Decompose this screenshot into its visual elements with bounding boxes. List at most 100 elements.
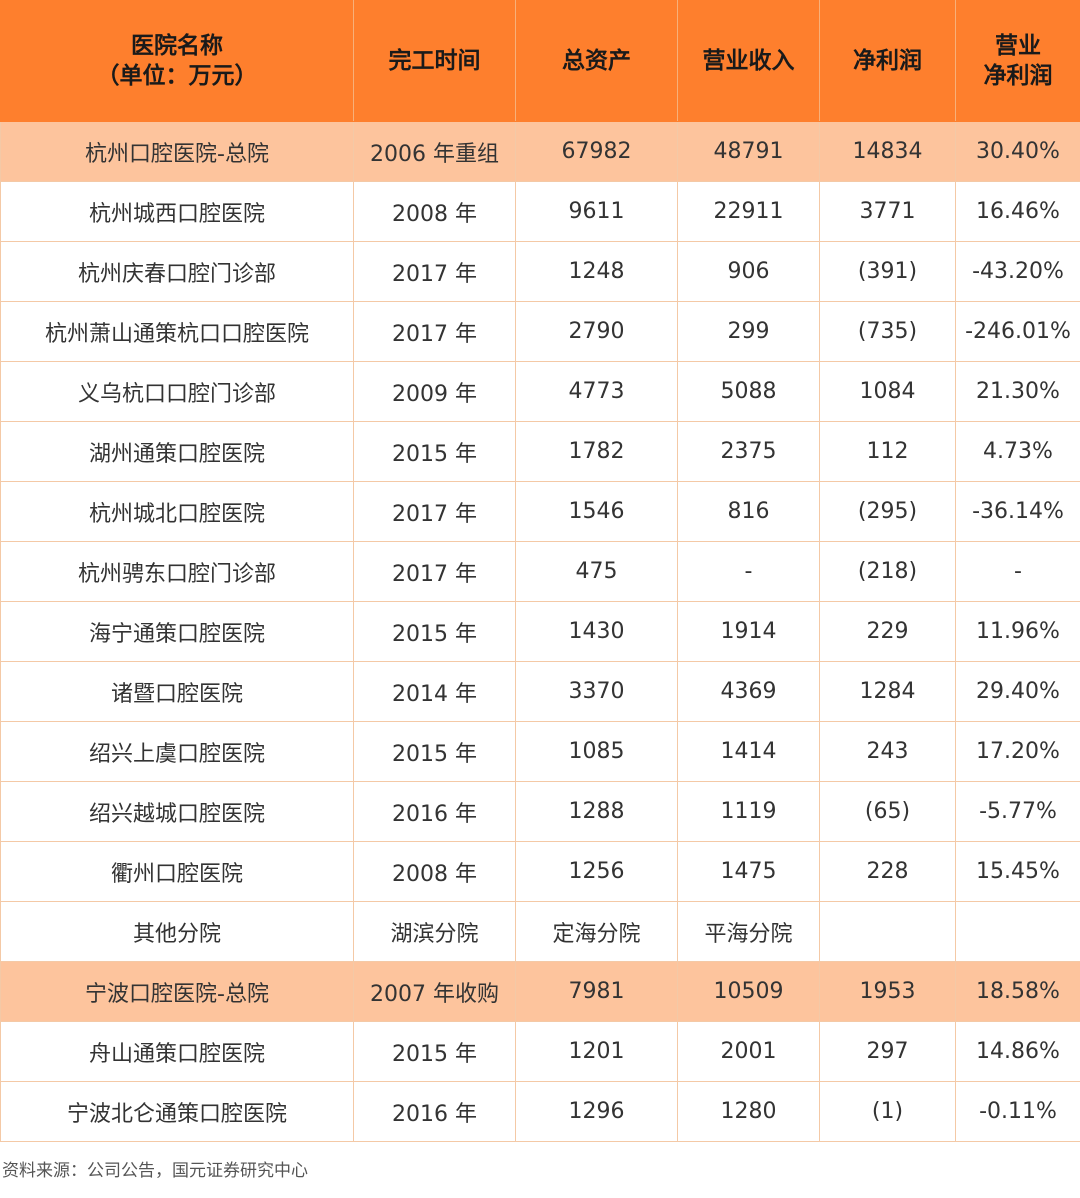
cell-total-assets: 2790	[515, 301, 678, 362]
cell-completion-time: 2007 年收购	[353, 961, 516, 1022]
table-row: 衢州口腔医院 2008 年 1256 1475 228 15.45%	[0, 841, 1080, 902]
cell-total-assets: 1430	[515, 601, 678, 662]
cell-completion-time: 2016 年	[353, 1081, 516, 1142]
table-row: 杭州庆春口腔门诊部 2017 年 1248 906 (391) -43.20%	[0, 241, 1080, 302]
cell-revenue: 1475	[677, 841, 820, 902]
cell-net-profit: (295)	[819, 481, 956, 542]
cell-net-margin: 16.46%	[955, 181, 1080, 242]
cell-total-assets: 1546	[515, 481, 678, 542]
cell-net-margin: 15.45%	[955, 841, 1080, 902]
cell-revenue: 10509	[677, 961, 820, 1022]
cell-hospital-name: 杭州骋东口腔门诊部	[0, 541, 354, 602]
cell-hospital-name: 杭州城北口腔医院	[0, 481, 354, 542]
table-row: 绍兴越城口腔医院 2016 年 1288 1119 (65) -5.77%	[0, 781, 1080, 842]
cell-total-assets: 3370	[515, 661, 678, 722]
cell-total-assets: 7981	[515, 961, 678, 1022]
table-row: 诸暨口腔医院 2014 年 3370 4369 1284 29.40%	[0, 661, 1080, 722]
cell-net-margin	[955, 901, 1080, 962]
cell-completion-time: 2009 年	[353, 361, 516, 422]
cell-net-margin: -0.11%	[955, 1081, 1080, 1142]
header-hospital-name: 医院名称 （单位：万元）	[0, 0, 354, 122]
table-row: 杭州城北口腔医院 2017 年 1546 816 (295) -36.14%	[0, 481, 1080, 542]
cell-completion-time: 2017 年	[353, 481, 516, 542]
cell-net-profit: 1953	[819, 961, 956, 1022]
cell-net-margin: 11.96%	[955, 601, 1080, 662]
table-row: 海宁通策口腔医院 2015 年 1430 1914 229 11.96%	[0, 601, 1080, 662]
table-row: 绍兴上虞口腔医院 2015 年 1085 1414 243 17.20%	[0, 721, 1080, 782]
cell-completion-time: 2015 年	[353, 721, 516, 782]
cell-completion-time: 2016 年	[353, 781, 516, 842]
table-row-headquarters: 杭州口腔医院-总院 2006 年重组 67982 48791 14834 30.40%	[0, 121, 1080, 182]
cell-hospital-name: 义乌杭口口腔门诊部	[0, 361, 354, 422]
table-row: 义乌杭口口腔门诊部 2009 年 4773 5088 1084 21.30%	[0, 361, 1080, 422]
header-revenue: 营业收入	[677, 0, 820, 122]
cell-net-margin: -5.77%	[955, 781, 1080, 842]
table-row: 杭州萧山通策杭口口腔医院 2017 年 2790 299 (735) -246.01%	[0, 301, 1080, 362]
cell-revenue: 2001	[677, 1021, 820, 1082]
cell-completion-time: 2008 年	[353, 841, 516, 902]
cell-net-profit: 112	[819, 421, 956, 482]
cell-completion-time: 2006 年重组	[353, 121, 516, 182]
cell-total-assets: 1201	[515, 1021, 678, 1082]
cell-total-assets: 475	[515, 541, 678, 602]
table-header-row: 医院名称 （单位：万元） 完工时间 总资产 营业收入 净利润 营业 净利润	[0, 0, 1080, 122]
cell-total-assets: 9611	[515, 181, 678, 242]
cell-completion-time: 湖滨分院	[353, 901, 516, 962]
cell-net-profit: (65)	[819, 781, 956, 842]
cell-revenue: 2375	[677, 421, 820, 482]
cell-net-margin: 21.30%	[955, 361, 1080, 422]
header-total-assets: 总资产	[515, 0, 678, 122]
cell-revenue: 1414	[677, 721, 820, 782]
cell-revenue: 1914	[677, 601, 820, 662]
cell-hospital-name: 杭州萧山通策杭口口腔医院	[0, 301, 354, 362]
cell-net-profit: 228	[819, 841, 956, 902]
table-row: 湖州通策口腔医院 2015 年 1782 2375 112 4.73%	[0, 421, 1080, 482]
table-row: 舟山通策口腔医院 2015 年 1201 2001 297 14.86%	[0, 1021, 1080, 1082]
cell-net-margin: -36.14%	[955, 481, 1080, 542]
cell-net-margin: 14.86%	[955, 1021, 1080, 1082]
cell-net-profit: 14834	[819, 121, 956, 182]
cell-net-margin: 18.58%	[955, 961, 1080, 1022]
cell-net-profit: (1)	[819, 1081, 956, 1142]
cell-net-profit: (391)	[819, 241, 956, 302]
header-net-margin: 营业 净利润	[955, 0, 1080, 122]
cell-revenue: 1119	[677, 781, 820, 842]
cell-hospital-name: 诸暨口腔医院	[0, 661, 354, 722]
cell-hospital-name: 宁波口腔医院-总院	[0, 961, 354, 1022]
cell-completion-time: 2008 年	[353, 181, 516, 242]
cell-revenue: 4369	[677, 661, 820, 722]
cell-total-assets: 1248	[515, 241, 678, 302]
cell-net-profit: (735)	[819, 301, 956, 362]
cell-hospital-name: 杭州庆春口腔门诊部	[0, 241, 354, 302]
cell-completion-time: 2017 年	[353, 241, 516, 302]
cell-hospital-name: 宁波北仑通策口腔医院	[0, 1081, 354, 1142]
cell-net-profit	[819, 901, 956, 962]
cell-net-profit: 229	[819, 601, 956, 662]
cell-completion-time: 2017 年	[353, 541, 516, 602]
cell-completion-time: 2017 年	[353, 301, 516, 362]
cell-total-assets: 1782	[515, 421, 678, 482]
cell-completion-time: 2015 年	[353, 421, 516, 482]
cell-net-profit: 243	[819, 721, 956, 782]
header-name-line2: （单位：万元）	[96, 63, 258, 89]
cell-revenue: 平海分院	[677, 901, 820, 962]
hospital-financials-table: 医院名称 （单位：万元） 完工时间 总资产 营业收入 净利润 营业 净利润 杭州…	[0, 0, 1080, 1142]
cell-net-profit: 3771	[819, 181, 956, 242]
cell-total-assets: 4773	[515, 361, 678, 422]
table-row-headquarters: 宁波口腔医院-总院 2007 年收购 7981 10509 1953 18.58%	[0, 961, 1080, 1022]
table-row: 杭州骋东口腔门诊部 2017 年 475- (218) -	[0, 541, 1080, 602]
cell-revenue: 816	[677, 481, 820, 542]
cell-net-margin: 17.20%	[955, 721, 1080, 782]
header-margin-line2: 净利润	[983, 63, 1053, 89]
cell-revenue: 48791	[677, 121, 820, 182]
table-row: 杭州城西口腔医院 2008 年 9611 22911 3771 16.46%	[0, 181, 1080, 242]
cell-completion-time: 2014 年	[353, 661, 516, 722]
header-name-line1: 医院名称	[131, 33, 223, 59]
cell-net-margin: 4.73%	[955, 421, 1080, 482]
cell-net-margin: 29.40%	[955, 661, 1080, 722]
cell-hospital-name: 湖州通策口腔医院	[0, 421, 354, 482]
cell-net-margin: -	[955, 541, 1080, 602]
cell-hospital-name: 杭州口腔医院-总院	[0, 121, 354, 182]
cell-total-assets: 1085	[515, 721, 678, 782]
cell-revenue: 906	[677, 241, 820, 302]
